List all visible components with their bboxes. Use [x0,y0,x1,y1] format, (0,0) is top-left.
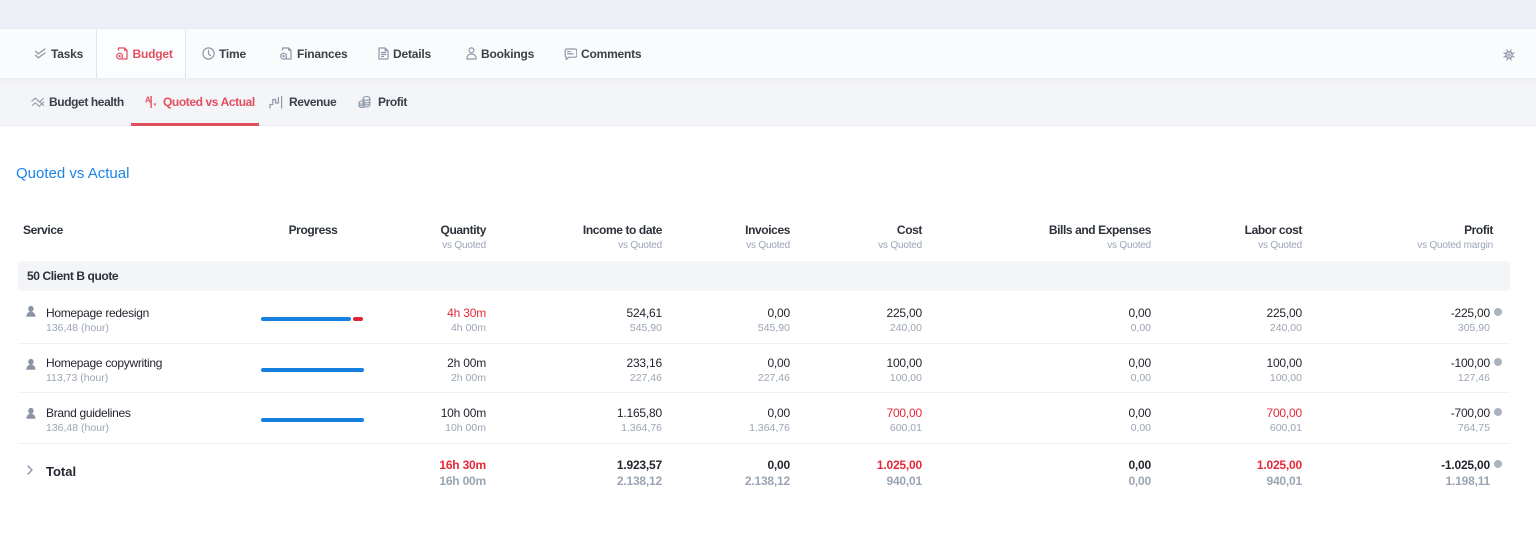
svg-text:A: A [145,95,151,104]
